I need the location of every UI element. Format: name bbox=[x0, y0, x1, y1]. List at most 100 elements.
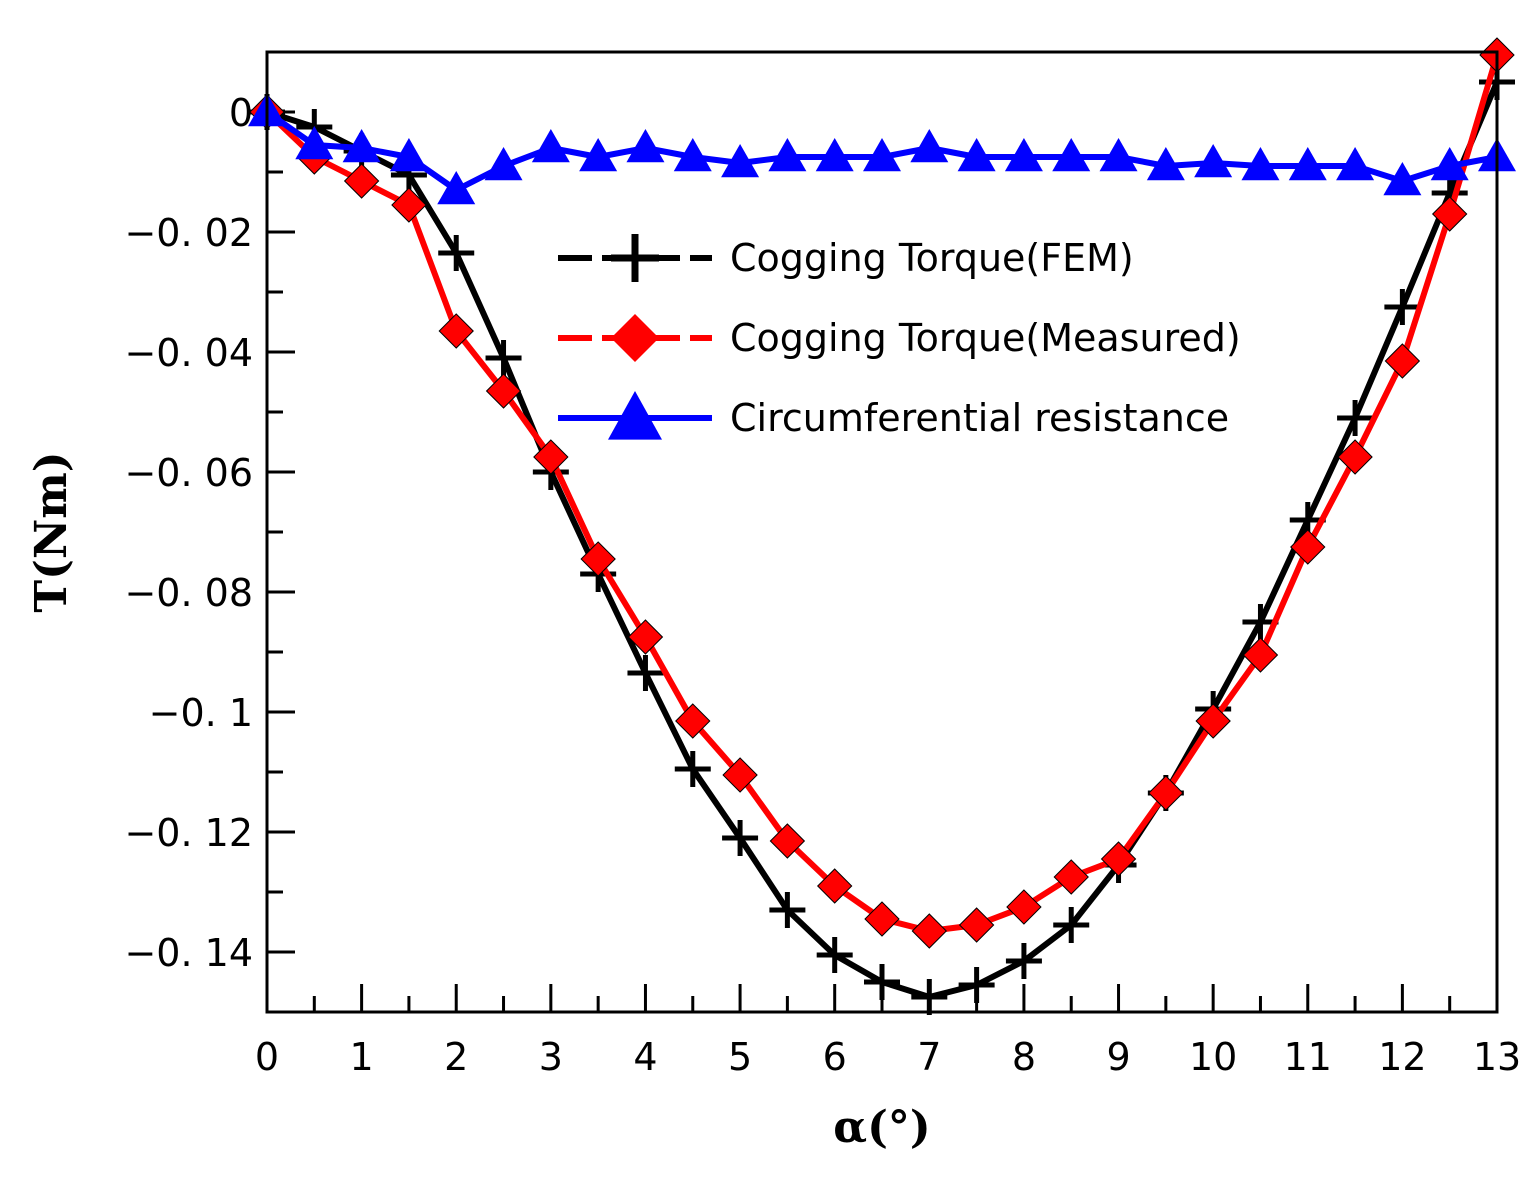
legend-label: Cogging Torque(Measured) bbox=[730, 316, 1241, 360]
data-point bbox=[1099, 138, 1138, 172]
data-point bbox=[626, 129, 665, 163]
legend-item: Circumferential resistance bbox=[558, 391, 1229, 440]
data-point bbox=[864, 901, 900, 937]
data-point bbox=[1194, 144, 1233, 178]
data-point bbox=[958, 907, 995, 943]
data-point bbox=[627, 655, 664, 691]
data-point bbox=[1337, 400, 1374, 436]
data-point bbox=[722, 757, 758, 793]
data-point bbox=[1052, 138, 1091, 172]
data-point bbox=[1337, 439, 1373, 475]
y-tick-label: −0. 06 bbox=[124, 451, 253, 495]
data-point bbox=[1384, 289, 1421, 325]
x-tick-label: 6 bbox=[823, 1035, 847, 1079]
data-point bbox=[1383, 162, 1422, 196]
plot-frame bbox=[265, 50, 1499, 1014]
data-point bbox=[1384, 343, 1421, 379]
data-point bbox=[343, 163, 380, 199]
data-point bbox=[1431, 196, 1468, 232]
y-tick-label: −0. 1 bbox=[149, 691, 253, 735]
data-point bbox=[438, 235, 475, 271]
data-point bbox=[1288, 147, 1327, 181]
data-point bbox=[1005, 943, 1042, 979]
x-tick-label: 11 bbox=[1284, 1035, 1332, 1079]
x-tick-label: 13 bbox=[1473, 1035, 1521, 1079]
data-point bbox=[1053, 907, 1090, 943]
data-point bbox=[1430, 147, 1469, 181]
y-tick-label: −0. 04 bbox=[124, 331, 253, 375]
data-point bbox=[673, 138, 712, 172]
legend-marker bbox=[611, 234, 659, 282]
y-tick-label: −0. 12 bbox=[124, 811, 253, 855]
x-tick-label: 0 bbox=[255, 1035, 279, 1079]
data-point bbox=[816, 868, 853, 904]
data-point bbox=[342, 129, 381, 163]
data-point bbox=[1053, 859, 1089, 895]
x-tick-label: 5 bbox=[728, 1035, 752, 1079]
data-point bbox=[1004, 138, 1043, 172]
data-point bbox=[864, 964, 900, 1000]
data-point bbox=[1148, 775, 1184, 811]
x-tick-label: 1 bbox=[350, 1035, 374, 1079]
x-tick-labels: 0 1 2 3 4 5 6 7 8 9 10 11 12 13 bbox=[255, 1035, 1521, 1079]
legend-marker bbox=[608, 391, 662, 440]
x-axis-title: α(°) bbox=[833, 1102, 931, 1153]
data-point bbox=[1241, 147, 1280, 181]
data-point bbox=[768, 138, 807, 172]
data-point bbox=[1195, 703, 1231, 739]
data-point bbox=[1146, 147, 1185, 181]
legend: Cogging Torque(FEM) Cogging Torque(Measur… bbox=[558, 234, 1241, 440]
legend-label: Cogging Torque(FEM) bbox=[730, 236, 1134, 280]
data-point bbox=[863, 138, 901, 172]
legend-label: Circumferential resistance bbox=[730, 396, 1229, 440]
x-tick-label: 4 bbox=[633, 1035, 657, 1079]
data-point bbox=[580, 541, 616, 577]
data-point bbox=[769, 892, 806, 928]
data-point bbox=[295, 126, 334, 160]
x-tick-label: 10 bbox=[1189, 1035, 1237, 1079]
data-point bbox=[485, 340, 522, 376]
data-point bbox=[627, 619, 664, 655]
legend-marker bbox=[611, 314, 659, 362]
data-point bbox=[911, 979, 948, 1015]
data-point bbox=[531, 129, 570, 163]
data-point bbox=[1100, 841, 1137, 877]
x-tick-label: 9 bbox=[1106, 1035, 1130, 1079]
data-point bbox=[485, 373, 522, 409]
data-point bbox=[1290, 529, 1326, 565]
legend-item: Cogging Torque(Measured) bbox=[558, 314, 1241, 362]
x-tick-label: 2 bbox=[444, 1035, 468, 1079]
series-3 bbox=[248, 93, 1516, 205]
data-point bbox=[389, 138, 428, 172]
data-point bbox=[1336, 147, 1375, 181]
data-point bbox=[579, 138, 618, 172]
y-tick-label: 0 bbox=[229, 91, 253, 135]
data-point bbox=[391, 187, 427, 223]
data-point bbox=[438, 313, 474, 349]
y-axis-title: T(Nm) bbox=[26, 451, 77, 612]
x-tick-label: 3 bbox=[539, 1035, 563, 1079]
data-point bbox=[910, 129, 949, 163]
x-tick-label: 7 bbox=[917, 1035, 941, 1079]
data-point bbox=[674, 751, 711, 787]
data-point bbox=[769, 823, 806, 859]
data-point bbox=[815, 138, 854, 172]
legend-item: Cogging Torque(FEM) bbox=[558, 234, 1134, 282]
x-tick-label: 12 bbox=[1378, 1035, 1426, 1079]
y-tick-label: −0. 02 bbox=[124, 211, 253, 255]
data-point bbox=[1006, 889, 1042, 925]
data-point bbox=[533, 439, 569, 475]
data-point bbox=[437, 171, 476, 205]
y-tick-labels: 0 −0. 02 −0. 04 −0. 06 −0. 08 −0. 1 −0. 12 −0. … bbox=[124, 91, 253, 975]
data-point bbox=[911, 913, 948, 949]
y-tick-label: −0. 08 bbox=[124, 571, 253, 615]
data-point bbox=[1242, 637, 1279, 673]
data-point bbox=[958, 967, 995, 1003]
data-point bbox=[816, 937, 853, 973]
data-point bbox=[721, 144, 760, 178]
series-1 bbox=[249, 64, 1515, 1015]
data-point bbox=[675, 703, 711, 739]
data-point bbox=[484, 147, 523, 181]
data-point bbox=[722, 820, 759, 856]
